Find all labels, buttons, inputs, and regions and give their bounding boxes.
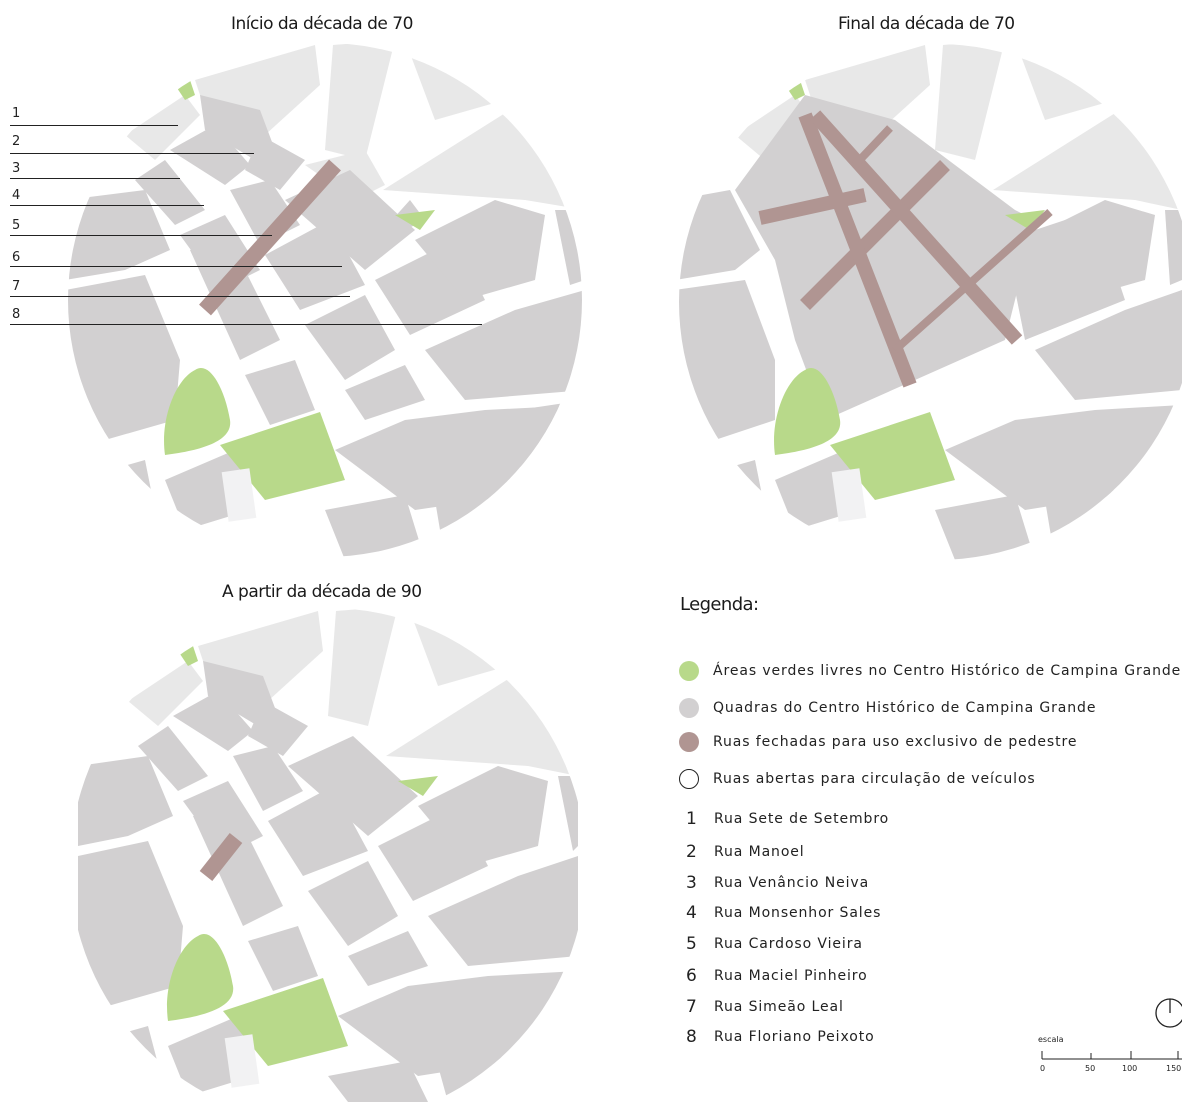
legend-title: Legenda:: [680, 594, 759, 615]
street-item-4: 4 Rua Monsenhor Sales: [686, 902, 881, 924]
ref-line-4: [10, 205, 204, 206]
street-name: Rua Simeão Leal: [714, 999, 844, 1015]
pedestrian-street: [199, 159, 341, 316]
ref-line-8: [10, 324, 482, 325]
legend-item-green-areas: Áreas verdes livres no Centro Histórico …: [679, 659, 1181, 683]
map-early-70s: [68, 43, 582, 557]
street-number: 1: [686, 809, 697, 829]
map-title-late-70s: Final da década de 70: [838, 14, 1015, 34]
street-item-2: 2 Rua Manoel: [686, 841, 805, 863]
scale-tick-50: 50: [1085, 1064, 1096, 1073]
map-title-90s: A partir da década de 90: [222, 582, 422, 602]
street-number: 4: [686, 903, 697, 923]
building: [221, 468, 257, 522]
street-item-6: 6 Rua Maciel Pinheiro: [686, 965, 868, 987]
street-number: 5: [686, 934, 697, 954]
street-number: 8: [686, 1027, 697, 1047]
legend-label: Ruas abertas para circulação de veículos: [713, 771, 1036, 787]
ref-number-4: 4: [12, 188, 21, 203]
street-number: 7: [686, 997, 697, 1017]
ref-number-7: 7: [12, 279, 21, 294]
ref-number-1: 1: [12, 106, 21, 121]
pedestrian-swatch: [679, 732, 699, 752]
legend-item-pedestrian: Ruas fechadas para uso exclusivo de pede…: [679, 730, 1077, 754]
legend-item-blocks: Quadras do Centro Histórico de Campina G…: [679, 696, 1096, 720]
ref-line-6: [10, 266, 342, 267]
ref-number-8: 8: [12, 307, 21, 322]
street-name: Rua Maciel Pinheiro: [714, 968, 868, 984]
legend-label: Ruas fechadas para uso exclusivo de pede…: [713, 734, 1078, 750]
map-title-early-70s: Início da década de 70: [231, 14, 413, 34]
legend-label: Áreas verdes livres no Centro Histórico …: [713, 663, 1182, 679]
street-name: Rua Monsenhor Sales: [714, 905, 882, 921]
green-areas: [774, 80, 1045, 500]
map-late-70s: [679, 44, 1182, 560]
ref-number-2: 2: [12, 134, 21, 149]
street-number: 6: [686, 966, 697, 986]
ref-line-1: [10, 125, 178, 126]
block-swatch: [679, 698, 699, 718]
ref-line-2: [10, 153, 254, 154]
blocks: [679, 95, 1182, 560]
green-areas: [164, 80, 435, 500]
open-street-swatch: [679, 769, 699, 789]
legend-item-open-streets: Ruas abertas para circulação de veículos: [679, 767, 1036, 791]
pedestrian-street: [199, 833, 243, 881]
street-name: Rua Floriano Peixoto: [714, 1029, 875, 1045]
scale-label: escala: [1038, 1035, 1064, 1044]
scale-bar-graphic: [1041, 1051, 1182, 1060]
map-90s: [78, 608, 578, 1102]
street-name: Rua Cardoso Vieira: [714, 936, 863, 952]
street-item-1: 1 Rua Sete de Setembro: [686, 808, 889, 830]
street-number: 3: [686, 873, 697, 893]
street-item-5: 5 Rua Cardoso Vieira: [686, 933, 863, 955]
scale-bar: escala 0 50 100 150: [1038, 1035, 1182, 1075]
legend-label: Quadras do Centro Histórico de Campina G…: [713, 700, 1097, 716]
ref-line-5: [10, 235, 272, 236]
north-arrow-icon: [1155, 998, 1182, 1028]
street-item-7: 7 Rua Simeão Leal: [686, 996, 844, 1018]
green-areas: [167, 646, 438, 1066]
building: [224, 1034, 260, 1088]
street-name: Rua Sete de Setembro: [714, 811, 890, 827]
green-area-swatch: [679, 661, 699, 681]
street-item-3: 3 Rua Venâncio Neiva: [686, 872, 869, 894]
street-number: 2: [686, 842, 697, 862]
scale-tick-100: 100: [1122, 1064, 1138, 1073]
ref-line-7: [10, 296, 350, 297]
pedestrian-streets: [758, 110, 1053, 388]
street-name: Rua Manoel: [714, 844, 805, 860]
ref-number-3: 3: [12, 161, 21, 176]
ref-number-5: 5: [12, 218, 21, 233]
street-item-8: 8 Rua Floriano Peixoto: [686, 1026, 875, 1048]
ref-number-6: 6: [12, 250, 21, 265]
building: [831, 468, 867, 522]
scale-tick-150: 150: [1166, 1064, 1182, 1073]
scale-tick-0: 0: [1040, 1064, 1046, 1073]
ref-line-3: [10, 178, 180, 179]
street-name: Rua Venâncio Neiva: [714, 875, 870, 891]
